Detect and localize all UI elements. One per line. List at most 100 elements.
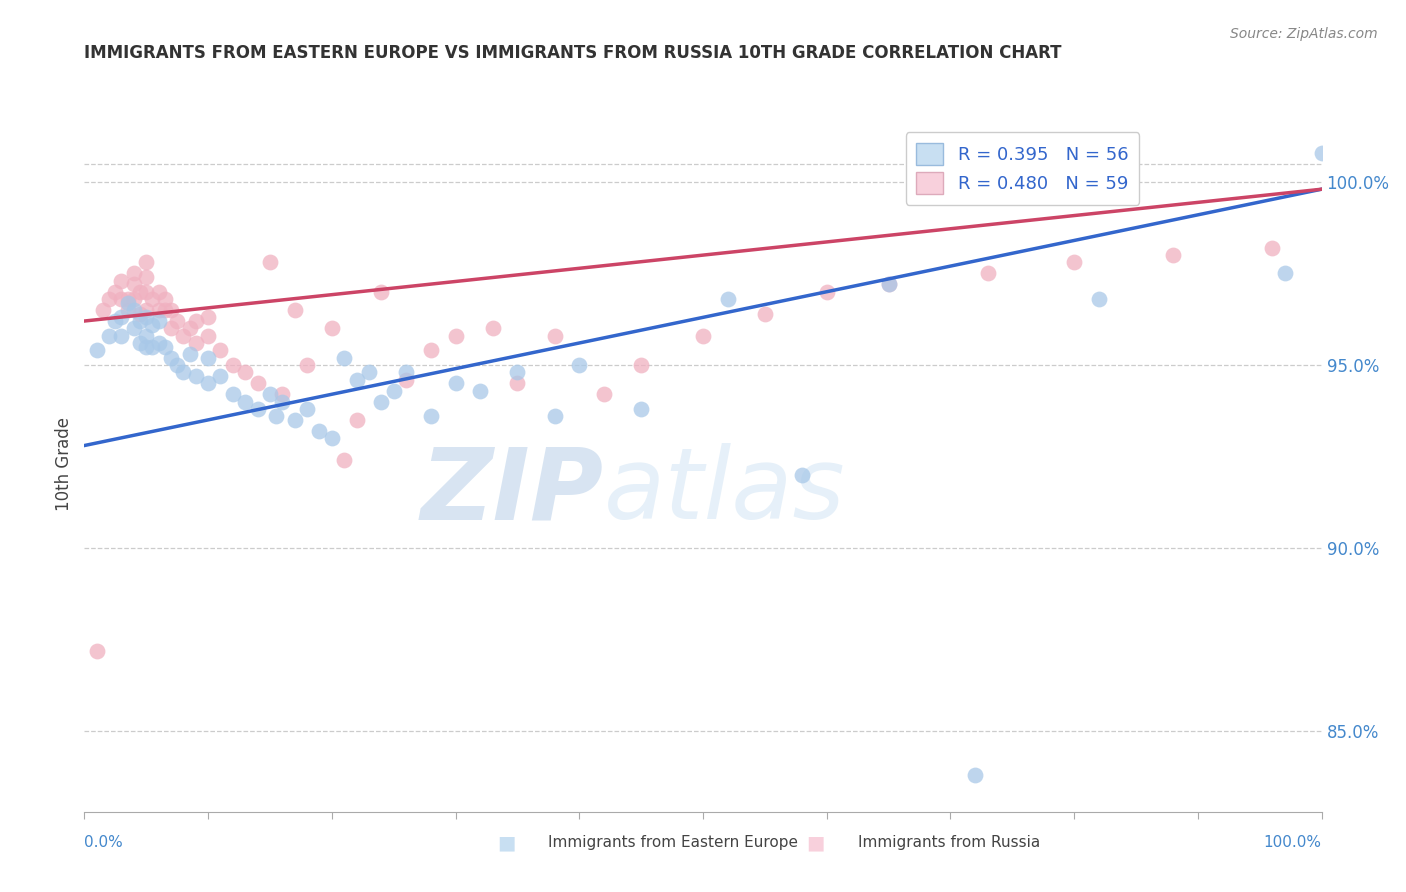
Point bbox=[153, 303, 176, 318]
Point bbox=[141, 292, 163, 306]
Point bbox=[122, 321, 145, 335]
Point bbox=[117, 292, 139, 306]
Point bbox=[86, 643, 108, 657]
Point bbox=[166, 314, 188, 328]
Point bbox=[129, 285, 152, 299]
Point bbox=[209, 343, 232, 358]
Point bbox=[976, 267, 998, 281]
Point bbox=[233, 394, 256, 409]
Point bbox=[122, 292, 145, 306]
Point bbox=[160, 303, 183, 318]
Text: ■: ■ bbox=[806, 833, 825, 853]
Point bbox=[197, 376, 219, 391]
Point bbox=[259, 255, 281, 269]
Text: 100.0%: 100.0% bbox=[1264, 836, 1322, 850]
Point bbox=[110, 292, 132, 306]
Point bbox=[1063, 255, 1085, 269]
Point bbox=[717, 292, 740, 306]
Point bbox=[141, 318, 163, 332]
Point bbox=[179, 347, 201, 361]
Point bbox=[877, 277, 900, 292]
Point bbox=[321, 321, 343, 335]
Point bbox=[129, 307, 152, 321]
Point bbox=[184, 314, 207, 328]
Point bbox=[357, 365, 380, 379]
Point bbox=[370, 285, 392, 299]
Point bbox=[160, 321, 183, 335]
Point bbox=[692, 328, 714, 343]
Text: ■: ■ bbox=[496, 833, 516, 853]
Text: 0.0%: 0.0% bbox=[84, 836, 124, 850]
Point bbox=[104, 314, 127, 328]
Point bbox=[271, 387, 294, 401]
Point bbox=[419, 409, 441, 424]
Point bbox=[419, 343, 441, 358]
Point bbox=[153, 292, 176, 306]
Point bbox=[333, 351, 356, 365]
Point bbox=[153, 340, 176, 354]
Point bbox=[246, 401, 269, 416]
Point bbox=[877, 277, 900, 292]
Point bbox=[184, 336, 207, 351]
Point bbox=[135, 270, 157, 285]
Point bbox=[166, 358, 188, 372]
Point bbox=[160, 351, 183, 365]
Point bbox=[543, 409, 565, 424]
Point bbox=[284, 413, 307, 427]
Point bbox=[184, 368, 207, 383]
Point bbox=[1274, 267, 1296, 281]
Point bbox=[506, 365, 529, 379]
Point bbox=[1088, 292, 1111, 306]
Point bbox=[91, 303, 114, 318]
Point bbox=[790, 467, 813, 482]
Point bbox=[148, 336, 170, 351]
Text: atlas: atlas bbox=[605, 443, 845, 541]
Point bbox=[197, 351, 219, 365]
Y-axis label: 10th Grade: 10th Grade bbox=[55, 417, 73, 511]
Point bbox=[122, 303, 145, 318]
Point bbox=[308, 424, 330, 438]
Point bbox=[98, 328, 121, 343]
Point bbox=[209, 368, 232, 383]
Text: Source: ZipAtlas.com: Source: ZipAtlas.com bbox=[1230, 27, 1378, 41]
Point bbox=[481, 321, 503, 335]
Point bbox=[295, 401, 318, 416]
Point bbox=[129, 314, 152, 328]
Point bbox=[110, 328, 132, 343]
Point bbox=[86, 343, 108, 358]
Point bbox=[117, 303, 139, 318]
Point bbox=[965, 768, 987, 782]
Point bbox=[122, 277, 145, 292]
Point bbox=[222, 387, 245, 401]
Point bbox=[135, 255, 157, 269]
Point bbox=[172, 365, 194, 379]
Text: ZIP: ZIP bbox=[420, 443, 605, 541]
Point bbox=[284, 303, 307, 318]
Point bbox=[630, 401, 652, 416]
Point bbox=[815, 285, 838, 299]
Point bbox=[129, 336, 152, 351]
Point bbox=[346, 373, 368, 387]
Point bbox=[148, 303, 170, 318]
Point bbox=[754, 307, 776, 321]
Point bbox=[104, 285, 127, 299]
Point bbox=[346, 413, 368, 427]
Point bbox=[1161, 248, 1184, 262]
Point bbox=[1310, 145, 1333, 160]
Point bbox=[395, 373, 418, 387]
Point bbox=[110, 310, 132, 325]
Point bbox=[543, 328, 565, 343]
Point bbox=[321, 431, 343, 445]
Point bbox=[222, 358, 245, 372]
Point bbox=[395, 365, 418, 379]
Point bbox=[98, 292, 121, 306]
Point bbox=[470, 384, 492, 398]
Point bbox=[122, 267, 145, 281]
Point bbox=[135, 340, 157, 354]
Point bbox=[135, 310, 157, 325]
Point bbox=[233, 365, 256, 379]
Point bbox=[135, 328, 157, 343]
Point bbox=[259, 387, 281, 401]
Point bbox=[444, 328, 467, 343]
Text: IMMIGRANTS FROM EASTERN EUROPE VS IMMIGRANTS FROM RUSSIA 10TH GRADE CORRELATION : IMMIGRANTS FROM EASTERN EUROPE VS IMMIGR… bbox=[84, 45, 1062, 62]
